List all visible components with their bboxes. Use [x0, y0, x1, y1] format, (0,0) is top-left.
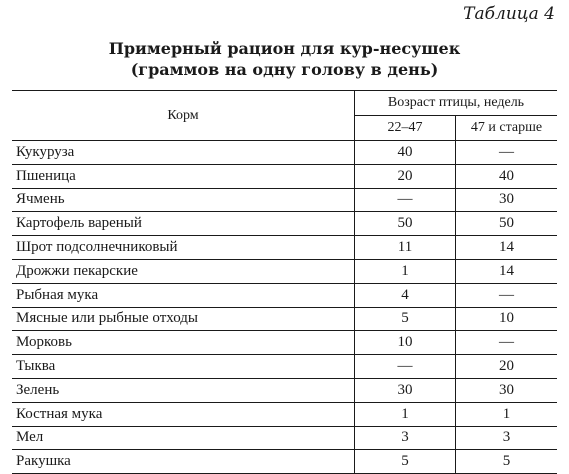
value-47-plus-cell: — [455, 330, 557, 356]
value-22-47-cell: — [354, 188, 456, 213]
value-47-plus-cell: 50 [455, 211, 557, 237]
header-age-22-47: 22–47 [354, 115, 456, 141]
value-22-47-cell: 11 [354, 235, 456, 260]
value-22-47-cell: 30 [354, 378, 456, 403]
ration-table: Корм Возраст птицы, недель 22–47 47 и ст… [12, 90, 557, 474]
value-47-plus-cell: 5 [455, 449, 557, 474]
feed-name-cell: Мел [12, 426, 355, 451]
feed-name-cell: Дрожжи пекарские [12, 259, 355, 284]
value-47-plus-cell: 14 [455, 235, 557, 260]
value-47-plus-cell: — [455, 140, 557, 165]
value-22-47-cell: 20 [354, 164, 456, 189]
value-22-47-cell: 5 [354, 307, 456, 332]
value-47-plus-cell: 20 [455, 354, 557, 379]
table-row: Мел 3 3 [12, 426, 557, 451]
header-feed: Корм [12, 90, 355, 141]
feed-name-cell: Ракушка [12, 449, 355, 474]
value-47-plus-cell: 1 [455, 402, 557, 427]
table-row: Зелень 30 30 [12, 378, 557, 403]
value-22-47-cell: — [354, 354, 456, 379]
table-row: Морковь 10— [12, 330, 557, 356]
feed-name-cell: Мясные или рыбные отходы [12, 307, 355, 332]
value-47-plus-cell: 30 [455, 188, 557, 213]
table-row: Ячмень —30 [12, 188, 557, 213]
table-row: Мясные или рыбные отходы 5 10 [12, 307, 557, 332]
value-22-47-cell: 4 [354, 283, 456, 308]
feed-name-cell: Ячмень [12, 188, 355, 213]
table-row: Картофель вареный 50 50 [12, 211, 557, 237]
header-age: Возраст птицы, недель [354, 90, 557, 116]
table-subtitle: (граммов на одну голову в день) [130, 60, 439, 79]
table-title: Примерный рацион для кур-несушек [108, 39, 461, 58]
table-row: Кукуруза 40— [12, 140, 557, 165]
value-47-plus-cell: 40 [455, 164, 557, 189]
table-row: Дрожжи пекарские 1 14 [12, 259, 557, 284]
value-22-47-cell: 50 [354, 211, 456, 237]
feed-name-cell: Рыбная мука [12, 283, 355, 308]
table-caption: Таблица 4 [463, 4, 555, 24]
feed-name-cell: Пшеница [12, 164, 355, 189]
value-22-47-cell: 1 [354, 402, 456, 427]
feed-name-cell: Костная мука [12, 402, 355, 427]
value-22-47-cell: 5 [354, 449, 456, 474]
table-row: Ракушка 5 5 [12, 449, 557, 474]
feed-name-cell: Кукуруза [12, 140, 355, 165]
value-47-plus-cell: 3 [455, 426, 557, 451]
feed-name-cell: Шрот подсолнечниковый [12, 235, 355, 260]
table-row: Пшеница 20 40 [12, 164, 557, 189]
feed-name-cell: Тыква [12, 354, 355, 379]
value-47-plus-cell: 14 [455, 259, 557, 284]
table-row: Костная мука 1 1 [12, 402, 557, 427]
value-22-47-cell: 3 [354, 426, 456, 451]
value-22-47-cell: 1 [354, 259, 456, 284]
feed-name-cell: Морковь [12, 330, 355, 356]
value-22-47-cell: 10 [354, 330, 456, 356]
table-body: Кукуруза 40— Пшеница 20 40 Ячмень —30 Картофель… [12, 140, 557, 474]
feed-name-cell: Картофель вареный [12, 211, 355, 237]
value-47-plus-cell: 30 [455, 378, 557, 403]
header-age-47-plus: 47 и старше [455, 115, 557, 141]
table-row: Тыква —20 [12, 354, 557, 379]
table-row: Рыбная мука 4— [12, 283, 557, 308]
feed-name-cell: Зелень [12, 378, 355, 403]
value-47-plus-cell: 10 [455, 307, 557, 332]
value-47-plus-cell: — [455, 283, 557, 308]
table-row: Шрот подсолнечниковый 11 14 [12, 235, 557, 260]
value-22-47-cell: 40 [354, 140, 456, 165]
